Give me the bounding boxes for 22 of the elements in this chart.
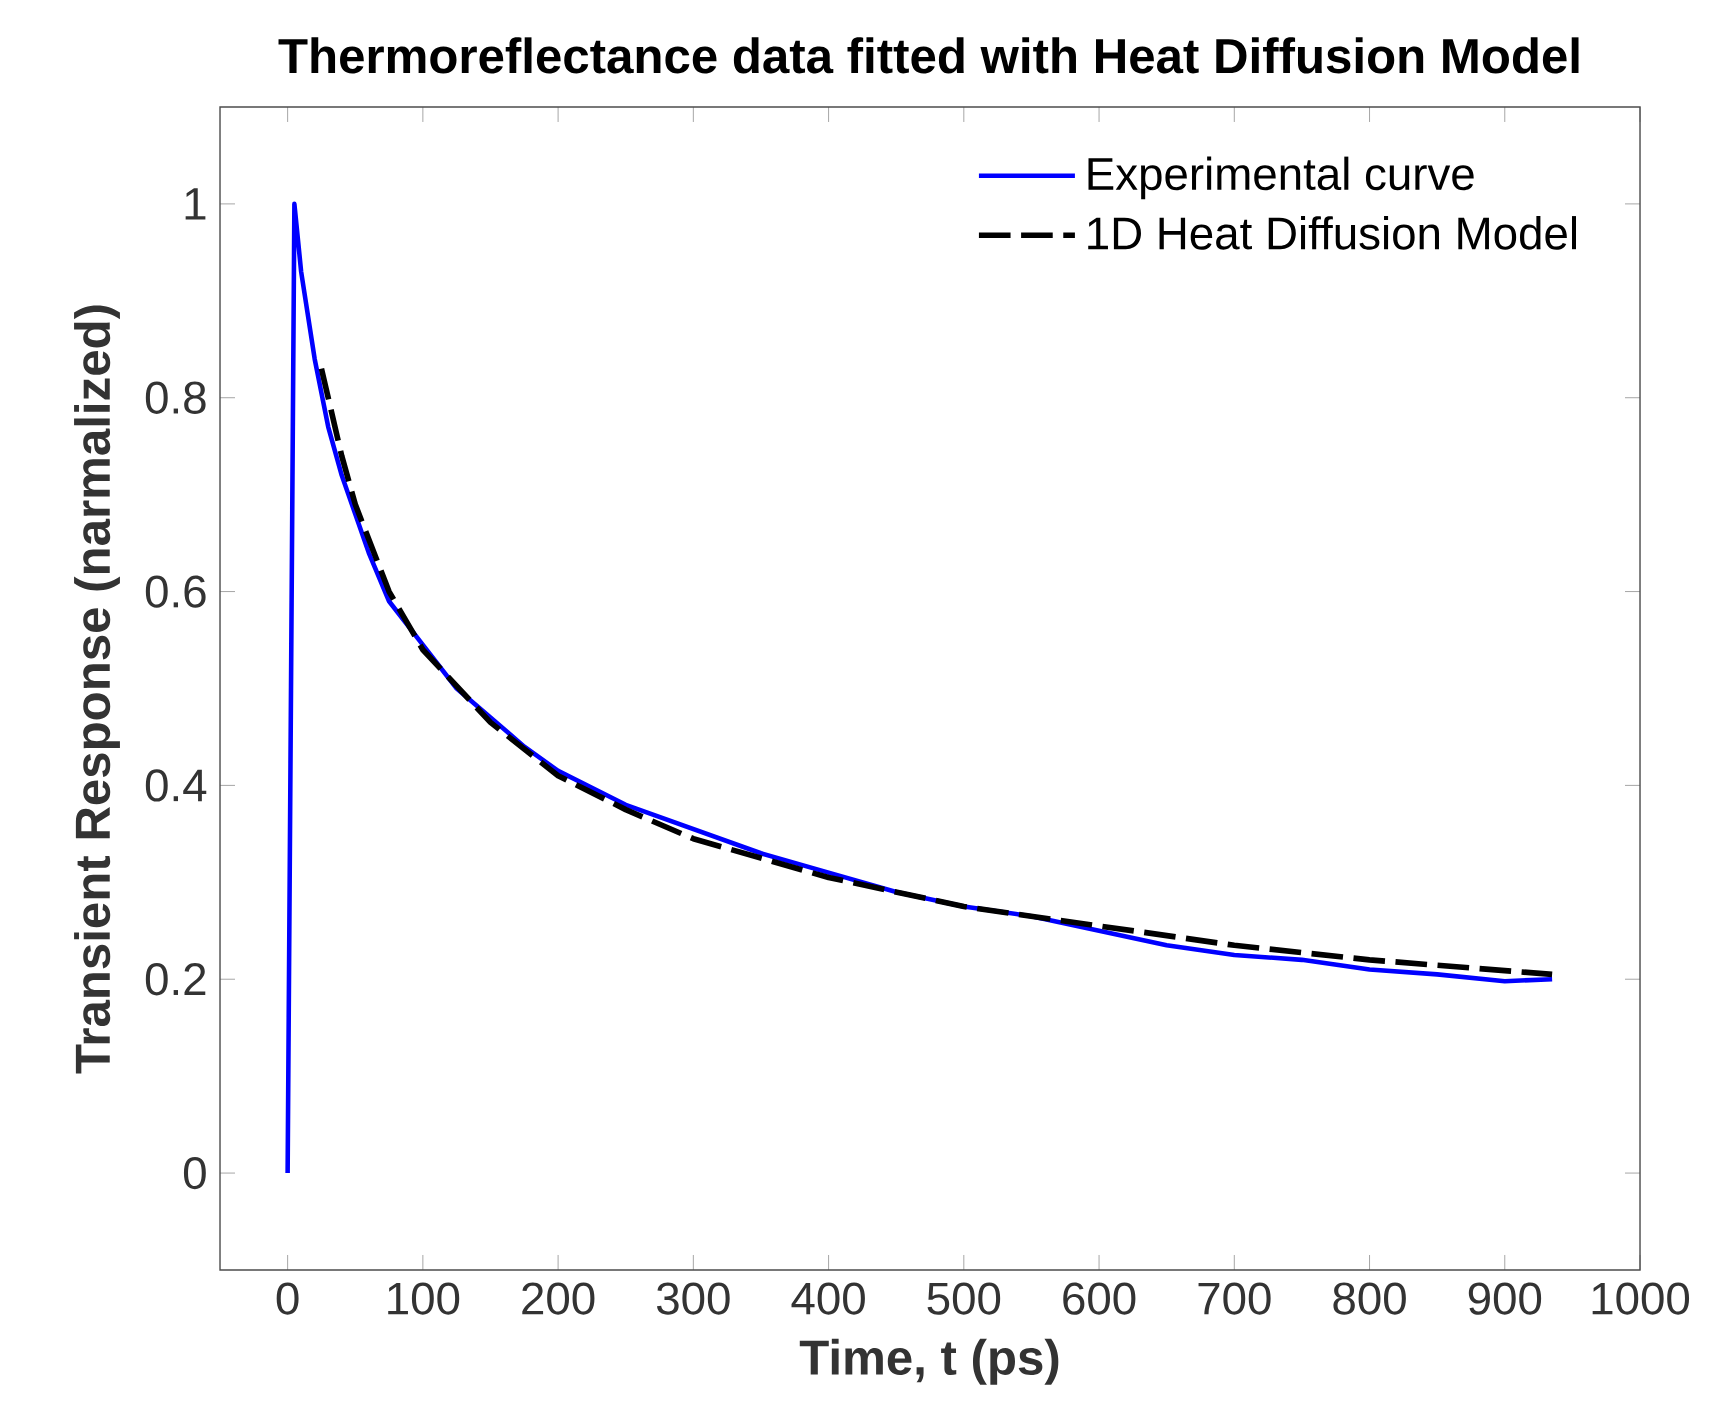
x-tick-label: 400: [791, 1282, 865, 1315]
x-tick-label: 300: [656, 1282, 730, 1315]
y-tick-label: 0.6: [145, 575, 206, 608]
legend-label: 1D Heat Diffusion Model: [1088, 216, 1576, 250]
x-tick-label: 200: [522, 1282, 595, 1315]
y-tick-label: 0.2: [145, 963, 206, 996]
y-tick-label: 0.8: [145, 381, 206, 414]
x-tick-label: 100: [388, 1282, 460, 1315]
x-tick-label: 600: [1063, 1282, 1136, 1315]
legend-label: Experimental curve: [1088, 156, 1474, 200]
x-tick-label: 500: [927, 1282, 1001, 1315]
x-tick-label: 0: [276, 1282, 299, 1315]
y-tick-label: 0: [183, 1156, 206, 1190]
y-tick-label: 1: [185, 188, 206, 220]
x-tick-label: 1000: [1592, 1282, 1690, 1315]
x-tick-label: 800: [1333, 1282, 1406, 1315]
y-tick-label: 0.4: [145, 769, 207, 802]
x-axis-title: Time, t (ps): [799, 1338, 1059, 1385]
x-tick-label: 700: [1198, 1282, 1271, 1315]
x-tick-label: 900: [1468, 1282, 1542, 1315]
y-axis-title: Transient Response (narmalized): [74, 305, 120, 1074]
chart-title: Thermoreflectance data fitted with Heat Diffusion Model: [278, 37, 1579, 74]
